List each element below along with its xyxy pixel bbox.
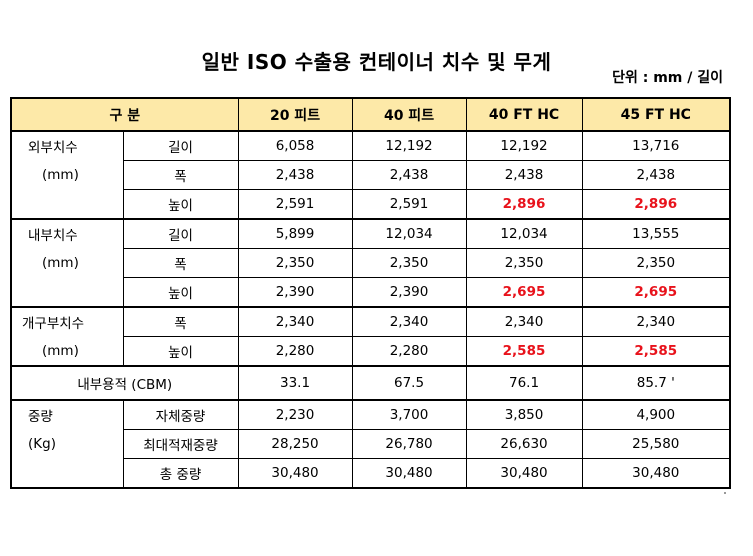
table-row: 중량 자체중량 2,230 3,700 3,850 4,900: [10, 399, 731, 430]
row-item: 높이: [122, 277, 239, 308]
cell-value-highlight: 2,585: [465, 336, 583, 367]
group-label-weight: 중량: [10, 399, 124, 430]
row-item-volume: 내부용적 (CBM): [10, 365, 239, 401]
cell-value: 2,340: [351, 306, 467, 337]
cell-value: 12,192: [351, 130, 467, 161]
table-row: 내부용적 (CBM) 33.1 67.5 76.1 85.7 ': [10, 365, 731, 401]
cell-value: 2,280: [237, 336, 353, 367]
group-label-internal: 내부치수: [10, 218, 124, 249]
row-item: 길이: [122, 218, 239, 249]
header-45ft-hc: 45 FT HC: [581, 97, 731, 132]
cell-value: 2,390: [351, 277, 467, 308]
cell-value-highlight: 2,695: [465, 277, 583, 308]
cell-value: 2,438: [581, 160, 731, 190]
row-item: 폭: [122, 306, 239, 337]
group-blank: [10, 277, 124, 307]
cell-value: 2,350: [237, 248, 353, 278]
row-item: 최대적재중량: [122, 429, 239, 459]
header-40ft-hc: 40 FT HC: [465, 97, 583, 132]
cell-value: 67.5: [351, 365, 467, 401]
header-category: 구 분: [10, 97, 239, 132]
cell-value: 26,780: [351, 429, 467, 459]
group-blank: [10, 189, 124, 219]
group-sub-internal: (mm): [10, 248, 124, 278]
table-row: 내부치수 길이 5,899 12,034 12,034 13,555: [10, 218, 731, 249]
cell-value: 6,058: [237, 130, 353, 161]
cell-value: 33.1: [237, 365, 353, 401]
page-title: 일반 ISO 수출용 컨테이너 치수 및 무게: [201, 50, 552, 74]
row-item: 자체중량: [122, 399, 239, 430]
table-row: (mm) 폭 2,438 2,438 2,438 2,438: [10, 160, 731, 190]
cell-value: 25,580: [581, 429, 731, 459]
header-20ft: 20 피트: [237, 97, 353, 132]
row-item: 길이: [122, 130, 239, 161]
cell-value: 2,280: [351, 336, 467, 367]
unit-label: 단위 : mm / 길이: [612, 70, 723, 86]
cell-value: 2,230: [237, 399, 353, 430]
cell-value: 2,438: [351, 160, 467, 190]
table-row: (mm) 높이 2,280 2,280 2,585 2,585: [10, 336, 731, 367]
cell-value-highlight: 2,896: [465, 189, 583, 220]
cell-value: 4,900: [581, 399, 731, 430]
table-row: 높이 2,390 2,390 2,695 2,695: [10, 277, 731, 308]
table-row: 외부치수 길이 6,058 12,192 12,192 13,716: [10, 130, 731, 161]
row-item: 높이: [122, 336, 239, 367]
group-label-external: 외부치수: [10, 130, 124, 161]
cell-value: 12,192: [465, 130, 583, 161]
row-item: 총 중량: [122, 458, 239, 489]
row-item: 폭: [122, 160, 239, 190]
header-40ft: 40 피트: [351, 97, 467, 132]
cell-value: 13,555: [581, 218, 731, 249]
cell-value: 2,340: [237, 306, 353, 337]
cell-value: 30,480: [351, 458, 467, 489]
cell-value: 76.1: [465, 365, 583, 401]
group-blank: [10, 458, 124, 488]
row-item: 높이: [122, 189, 239, 220]
cell-value: 12,034: [465, 218, 583, 249]
group-sub-weight: (Kg): [10, 429, 124, 459]
container-spec-table: 구 분 20 피트 40 피트 40 FT HC 45 FT HC 외부치수 길…: [10, 97, 732, 489]
cell-value-highlight: 2,896: [581, 189, 731, 220]
cell-value: 2,350: [351, 248, 467, 278]
cell-value: 30,480: [465, 458, 583, 489]
table-header-row: 구 분 20 피트 40 피트 40 FT HC 45 FT HC: [10, 97, 731, 132]
group-sub-external: (mm): [10, 160, 124, 190]
table-row: 총 중량 30,480 30,480 30,480 30,480: [10, 458, 731, 489]
cell-value-highlight: 2,695: [581, 277, 731, 308]
group-sub-opening: (mm): [10, 336, 124, 367]
table-row: (mm) 폭 2,350 2,350 2,350 2,350: [10, 248, 731, 278]
row-item: 폭: [122, 248, 239, 278]
table-row: 개구부치수 폭 2,340 2,340 2,340 2,340: [10, 306, 731, 337]
cell-value: 2,390: [237, 277, 353, 308]
cell-value: 2,350: [581, 248, 731, 278]
cell-value: 26,630: [465, 429, 583, 459]
cell-value: 2,340: [581, 306, 731, 337]
cell-value: 30,480: [237, 458, 353, 489]
cell-value: 2,591: [237, 189, 353, 220]
cell-value: 85.7 ': [581, 365, 731, 401]
cell-value: 30,480: [581, 458, 731, 489]
cell-value: 5,899: [237, 218, 353, 249]
cell-value: 2,350: [465, 248, 583, 278]
table-row: 높이 2,591 2,591 2,896 2,896: [10, 189, 731, 220]
cell-value: 28,250: [237, 429, 353, 459]
group-label-opening: 개구부치수: [10, 306, 124, 337]
cell-value: 3,700: [351, 399, 467, 430]
cell-value: 2,438: [465, 160, 583, 190]
cell-value: 2,591: [351, 189, 467, 220]
cell-value: 13,716: [581, 130, 731, 161]
cell-value: 3,850: [465, 399, 583, 430]
cell-value: 2,340: [465, 306, 583, 337]
cell-value: 12,034: [351, 218, 467, 249]
stray-dot: [724, 492, 726, 494]
cell-value: 2,438: [237, 160, 353, 190]
cell-value-highlight: 2,585: [581, 336, 731, 367]
table-row: (Kg) 최대적재중량 28,250 26,780 26,630 25,580: [10, 429, 731, 459]
